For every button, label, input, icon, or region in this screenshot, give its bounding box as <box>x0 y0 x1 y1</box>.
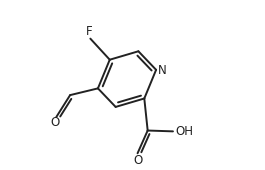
Text: F: F <box>86 25 93 38</box>
Text: O: O <box>133 154 142 167</box>
Text: N: N <box>158 64 167 77</box>
Text: OH: OH <box>175 125 193 138</box>
Text: O: O <box>50 116 59 129</box>
